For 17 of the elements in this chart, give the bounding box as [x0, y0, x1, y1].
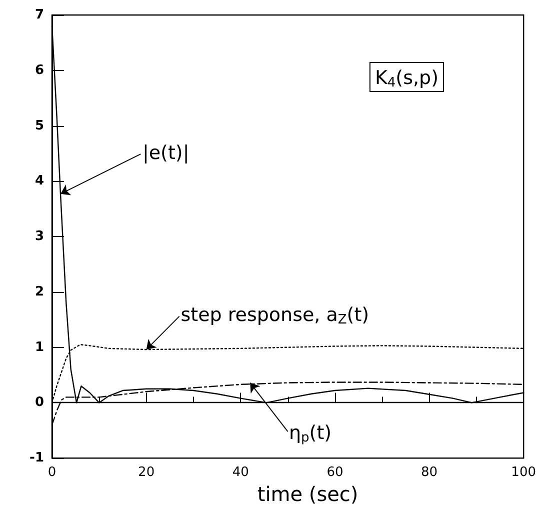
x-tick-label: 80	[421, 465, 438, 480]
x-tick-label: 60	[326, 465, 344, 480]
x-tick-label: 0	[48, 465, 56, 480]
y-tick-label: 3	[34, 229, 44, 244]
y-tick-label: 2	[34, 284, 44, 300]
annotation: |e(t)|	[142, 142, 190, 164]
x-tick-label: 20	[138, 465, 155, 480]
y-tick-label: 1	[34, 340, 44, 355]
y-tick-label: 0	[34, 395, 44, 410]
y-tick-label: 7	[34, 8, 44, 22]
y-tick-label: 5	[34, 118, 44, 134]
x-tick-label: 100	[511, 465, 536, 480]
y-tick-label: -1	[30, 450, 44, 466]
y-tick-label: 4	[34, 174, 44, 189]
y-tick-label: 6	[34, 62, 44, 78]
x-tick-label: 40	[232, 465, 249, 480]
x-axis-title: time (sec)	[257, 482, 358, 506]
